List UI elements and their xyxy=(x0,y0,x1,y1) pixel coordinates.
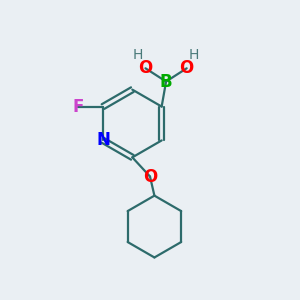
Text: H: H xyxy=(133,48,143,62)
Text: O: O xyxy=(143,167,157,185)
Text: O: O xyxy=(138,59,153,77)
Text: N: N xyxy=(96,131,110,149)
Text: O: O xyxy=(180,59,194,77)
Text: H: H xyxy=(189,48,199,62)
Text: F: F xyxy=(72,98,84,116)
Text: B: B xyxy=(160,73,172,91)
